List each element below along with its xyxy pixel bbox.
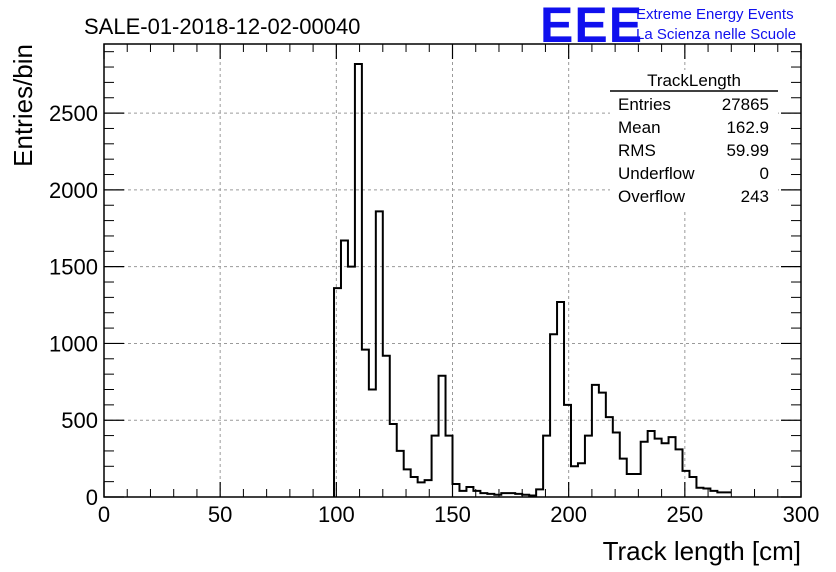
plot-frame: [103, 43, 802, 498]
histogram-bin: [543, 436, 550, 497]
histogram-bin: [446, 436, 453, 497]
histogram-bin: [669, 437, 676, 497]
stats-label-overflow: Overflow: [618, 187, 686, 206]
y-tick-label: 500: [61, 408, 98, 433]
histogram-bin: [613, 433, 620, 497]
stats-value-mean: 162.9: [726, 118, 769, 137]
y-tick-label: 2500: [49, 101, 98, 126]
histogram-bin: [662, 443, 669, 497]
histogram-bin: [404, 469, 411, 497]
x-tick-label: 50: [208, 502, 232, 527]
histogram-outline: [333, 62, 732, 497]
histogram-bin: [453, 484, 460, 497]
x-tick-label: 250: [666, 502, 703, 527]
x-tick-label: 100: [318, 502, 355, 527]
y-axis-label: Entries/bin: [8, 44, 38, 167]
histogram-bin: [683, 471, 690, 497]
histogram-bin: [571, 466, 578, 497]
histogram-bin: [634, 474, 641, 497]
histogram-bin: [606, 417, 613, 497]
histogram-bin: [641, 442, 648, 497]
histogram-bin: [432, 436, 439, 497]
x-tick-label: 200: [550, 502, 587, 527]
y-tick-label: 2000: [49, 178, 98, 203]
stats-value-overflow: 243: [741, 187, 769, 206]
histogram-bin: [411, 477, 418, 497]
stats-label-rms: RMS: [618, 141, 656, 160]
x-axis-label: Track length [cm]: [603, 536, 801, 566]
y-tick-label: 0: [86, 485, 98, 510]
histogram-bin: [369, 390, 376, 497]
histogram-bin: [627, 474, 634, 497]
y-tick-label: 1500: [49, 255, 98, 280]
stats-value-rms: 59.99: [726, 141, 769, 160]
histogram-bin: [696, 488, 703, 497]
histogram-bin: [397, 451, 404, 497]
histogram-bin: [703, 489, 710, 497]
histogram-bin: [390, 424, 397, 497]
axis-ticks: [103, 44, 802, 498]
histogram-bin: [466, 487, 473, 497]
histogram-bin: [689, 477, 696, 497]
histogram-bin: [585, 436, 592, 497]
stats-box: TrackLength Entries 27865 Mean 162.9 RMS…: [610, 70, 778, 212]
histogram-bin: [557, 302, 564, 497]
histogram-bin: [536, 489, 543, 497]
histogram-bin: [550, 334, 557, 497]
histogram-bin: [383, 356, 390, 497]
x-tick-label: 0: [98, 502, 110, 527]
histogram-bin: [418, 482, 425, 497]
histogram-bin: [362, 350, 369, 497]
histogram-bin: [439, 376, 446, 497]
x-tick-label: 150: [434, 502, 471, 527]
histogram-bin: [578, 463, 585, 497]
histogram-bin: [620, 459, 627, 497]
histogram-bin: [676, 449, 683, 497]
tick-labels: 0 50 100 150 200 250 300 0 500 1000 1500 2000 2500: [49, 101, 819, 527]
histogram-bin: [334, 288, 341, 497]
histogram-bin: [355, 64, 362, 497]
chart-title: SALE-01-2018-12-02-00040: [84, 14, 360, 39]
stats-label-entries: Entries: [618, 95, 671, 114]
stats-label-mean: Mean: [618, 118, 661, 137]
histogram-bin: [655, 439, 662, 497]
histogram-bin: [341, 241, 348, 497]
histogram-bin: [376, 211, 383, 497]
logo-line-2: La Scienza nelle Scuole: [636, 26, 796, 43]
y-tick-label: 1000: [49, 331, 98, 356]
histogram-bin: [599, 393, 606, 497]
histogram-bin: [592, 385, 599, 497]
stats-label-underflow: Underflow: [618, 164, 695, 183]
histogram-bin: [425, 480, 432, 497]
logo-line-1: Extreme Energy Events: [636, 6, 794, 23]
x-tick-label: 300: [783, 502, 820, 527]
histogram-bin: [348, 267, 355, 497]
histogram-bin: [564, 405, 571, 497]
histogram-bin: [648, 431, 655, 497]
stats-value-underflow: 0: [760, 164, 769, 183]
stats-title: TrackLength: [647, 71, 741, 90]
grid: [104, 44, 801, 497]
stats-value-entries: 27865: [722, 95, 769, 114]
